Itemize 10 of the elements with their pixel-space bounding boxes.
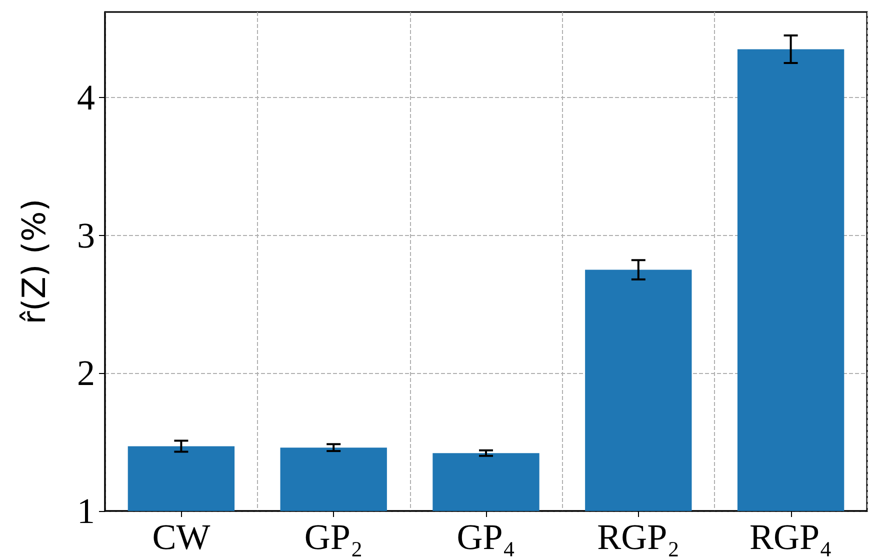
x-tick-label: CW <box>152 517 210 557</box>
y-tick-label: 4 <box>77 77 95 118</box>
x-tick-label: RGP₂ <box>597 517 680 557</box>
x-tick-label: GP₄ <box>456 517 516 557</box>
x-tick-label: GP₂ <box>304 517 363 557</box>
y-tick-label: 2 <box>77 353 95 394</box>
y-axis-title: r̂(Z) (%) <box>15 198 53 324</box>
y-tick-label: 3 <box>77 215 95 256</box>
x-tick-label: RGP₄ <box>750 517 832 557</box>
y-tick-label: 1 <box>77 491 95 531</box>
